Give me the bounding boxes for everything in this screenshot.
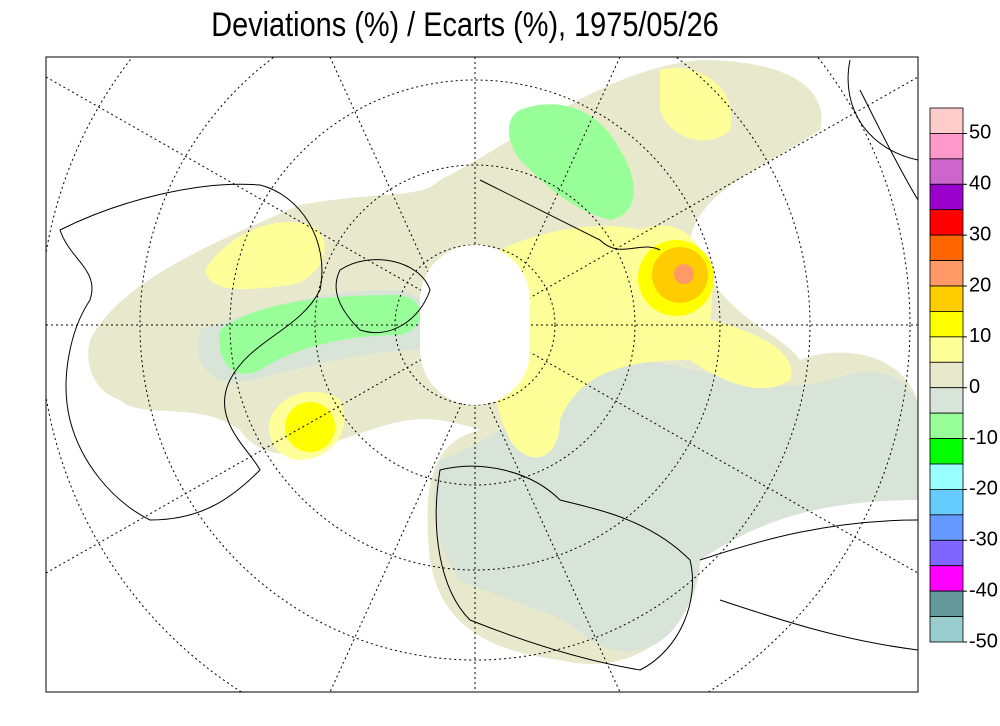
legend-swatch	[929, 489, 964, 516]
legend-swatch	[929, 590, 964, 617]
colorbar-tick-label: -40	[969, 579, 998, 601]
colorbar-tick-label: -20	[969, 478, 998, 500]
legend-swatch	[929, 158, 964, 185]
colorbar-tick-label: -10	[969, 427, 998, 449]
colorbar: 50 40 30 20 10 0 -10 -20 -30 -40 -50	[929, 107, 998, 652]
polar-hole	[420, 245, 530, 405]
legend-swatch	[929, 438, 964, 465]
field-positive	[205, 222, 325, 290]
legend-swatch	[929, 209, 964, 236]
map-frame	[45, 56, 919, 693]
map-title: Deviations (%) / Ecarts (%), 1975/05/26	[211, 5, 718, 44]
legend-swatch	[929, 311, 964, 338]
colorbar-tick-label: 40	[969, 173, 991, 195]
field-positive-20	[674, 264, 694, 284]
legend-swatch	[929, 260, 964, 287]
legend-swatch	[929, 234, 964, 261]
colorbar-tick-label: 50	[969, 122, 991, 144]
colorbar-tick-label: -50	[969, 630, 998, 652]
legend-swatch	[929, 616, 964, 643]
field-negative	[508, 104, 634, 220]
legend-swatch	[929, 412, 964, 439]
field-positive-10	[285, 402, 335, 452]
colorbar-tick-label: -30	[969, 529, 998, 551]
legend-swatch	[929, 565, 964, 592]
legend-swatch	[929, 183, 964, 211]
field-positive	[660, 68, 732, 141]
legend-swatch	[929, 336, 964, 363]
colorbar-tick-label: 30	[969, 223, 991, 245]
field-positive	[489, 225, 792, 458]
field-negative	[219, 295, 421, 375]
legend-swatch	[929, 387, 964, 414]
colorbar-tick-label: 20	[969, 274, 991, 296]
legend-swatch	[929, 133, 964, 160]
legend-swatch	[929, 514, 964, 541]
colorbar-tick-label: 0	[969, 376, 980, 398]
legend-swatch	[929, 107, 964, 134]
coastlines	[59, 59, 918, 671]
legend-swatch	[929, 285, 964, 312]
legend-swatch	[929, 361, 964, 389]
legend-swatch	[929, 463, 964, 490]
legend-swatch	[929, 539, 964, 567]
colorbar-tick-label: 10	[969, 325, 991, 347]
map-area	[46, 57, 918, 692]
